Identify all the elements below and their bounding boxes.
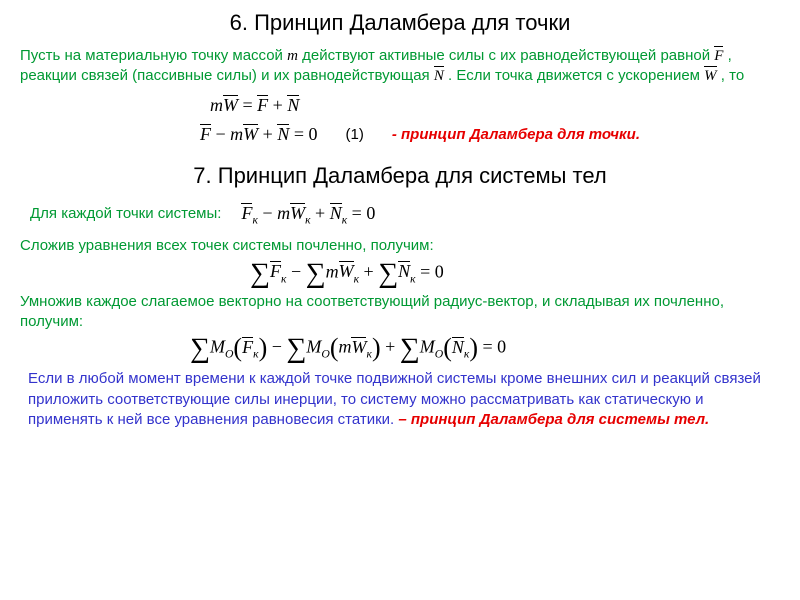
eq2-plus: + [258, 124, 277, 144]
eq2-minus: − [211, 124, 230, 144]
final-red-text: – принцип Даламбера для системы тел. [394, 411, 709, 428]
sum-minus: − [291, 261, 306, 281]
mo-W: W [351, 337, 366, 358]
pk-F: F [241, 203, 252, 224]
MO-2: O [321, 348, 329, 361]
sum-N-sub: к [410, 272, 415, 285]
intro-text-5: , то [717, 67, 745, 84]
pk-N: N [330, 203, 342, 224]
MO-3: O [435, 348, 443, 361]
eq-equals: = [238, 95, 257, 115]
section6-title: 6. Принцип Даламбера для точки [20, 10, 780, 36]
M-1: M [210, 337, 225, 357]
mo-zero: = 0 [483, 337, 507, 357]
eq2-F: F [200, 124, 211, 145]
equation-2-row: F − mW + N = 0 (1) - принцип Даламбера д… [200, 120, 780, 149]
eq-plus: + [268, 95, 287, 115]
sum-N: N [398, 261, 410, 282]
mo-minus: − [272, 337, 287, 357]
eq2-W: W [243, 124, 258, 145]
lp-1: ( [233, 338, 242, 359]
pk-zero: = 0 [347, 203, 375, 223]
M-2: M [306, 337, 321, 357]
sum-W-sub: к [354, 272, 359, 285]
sum-F: F [270, 261, 281, 282]
msigma-1: ∑ [190, 336, 210, 361]
eq2-zero: = 0 [289, 124, 317, 144]
sigma-3: ∑ [378, 261, 398, 286]
principle-6-text: - принцип Даламбера для точки. [392, 126, 640, 143]
intro-text-1: Пусть на материальную точку массой [20, 47, 287, 64]
rp-2: ) [372, 338, 381, 359]
equation-1: mW = F + N [210, 95, 780, 116]
MO-1: O [225, 348, 233, 361]
pk-plus: + [311, 203, 330, 223]
sum-equation: ∑Fк − ∑mWк + ∑Nк = 0 [250, 261, 780, 286]
lp-3: ( [443, 338, 452, 359]
moment-text: Умножив каждое слагаемое векторно на соо… [20, 292, 780, 333]
var-m: m [287, 48, 298, 64]
eq2-m: m [230, 124, 243, 144]
rp-1: ) [259, 338, 268, 359]
sum-text: Сложив уравнения всех точек системы почл… [20, 236, 780, 256]
mo-m: m [338, 337, 351, 357]
sum-plus: + [364, 261, 379, 281]
point-equation: Fк − mWк + Nк = 0 [241, 203, 375, 227]
section6-intro: Пусть на материальную точку массой m дей… [20, 46, 780, 87]
rp-3: ) [469, 338, 478, 359]
mo-F: F [242, 337, 253, 358]
mo-plus: + [385, 337, 400, 357]
pk-W: W [290, 203, 305, 224]
eq-W: W [223, 95, 238, 116]
section7-title: 7. Принцип Даламбера для системы тел [20, 163, 780, 189]
msigma-3: ∑ [400, 336, 420, 361]
point-equation-row: Для каждой точки системы: Fк − mWк + Nк … [30, 199, 780, 231]
point-system-text: Для каждой точки системы: [30, 204, 221, 224]
equation-2: F − mW + N = 0 [200, 124, 317, 145]
sigma-1: ∑ [250, 261, 270, 286]
vec-N: N [434, 66, 444, 86]
moment-equation: ∑MO(Fк) − ∑MO(mWк) + ∑MO(Nк) = 0 [190, 336, 780, 361]
eq-N: N [287, 95, 299, 116]
intro-text-2: действуют активные силы с их равнодейств… [298, 47, 714, 64]
eq2-N: N [277, 124, 289, 145]
sum-zero: = 0 [420, 261, 444, 281]
sigma-2: ∑ [306, 261, 326, 286]
sum-W: W [339, 261, 354, 282]
vec-W: W [704, 66, 717, 86]
final-paragraph: Если в любой момент времени к каждой точ… [28, 369, 772, 430]
mo-N: N [452, 337, 464, 358]
pk-minus: − [258, 203, 277, 223]
M-3: M [420, 337, 435, 357]
intro-text-4: . Если точка движется с ускорением [444, 67, 704, 84]
eq-m: m [210, 95, 223, 115]
vec-F: F [714, 46, 723, 66]
msigma-2: ∑ [286, 336, 306, 361]
eq-F: F [257, 95, 268, 116]
equation-label: (1) [345, 126, 363, 143]
sum-F-sub: к [281, 272, 286, 285]
sum-m: m [326, 261, 339, 281]
pk-m: m [277, 203, 290, 223]
